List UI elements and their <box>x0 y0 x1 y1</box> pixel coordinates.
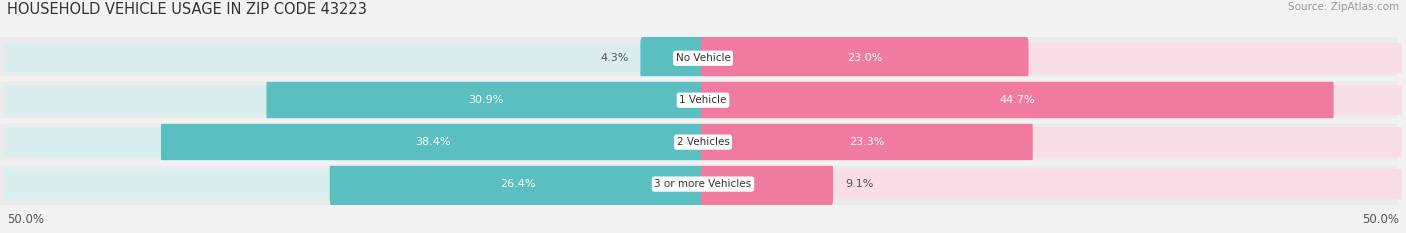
Text: 1 Vehicle: 1 Vehicle <box>679 95 727 105</box>
FancyBboxPatch shape <box>267 79 706 122</box>
FancyBboxPatch shape <box>703 169 1402 199</box>
FancyBboxPatch shape <box>703 85 1402 115</box>
Text: 23.0%: 23.0% <box>846 53 883 63</box>
Text: No Vehicle: No Vehicle <box>675 53 731 63</box>
Text: 23.3%: 23.3% <box>849 137 884 147</box>
Text: HOUSEHOLD VEHICLE USAGE IN ZIP CODE 43223: HOUSEHOLD VEHICLE USAGE IN ZIP CODE 4322… <box>7 2 367 17</box>
Text: 4.3%: 4.3% <box>600 53 628 63</box>
Text: 9.1%: 9.1% <box>845 179 873 189</box>
FancyBboxPatch shape <box>700 163 832 206</box>
FancyBboxPatch shape <box>700 79 1333 122</box>
FancyBboxPatch shape <box>0 29 1398 88</box>
Text: 38.4%: 38.4% <box>415 137 451 147</box>
Text: 3 or more Vehicles: 3 or more Vehicles <box>654 179 752 189</box>
FancyBboxPatch shape <box>160 121 704 164</box>
Text: 2 Vehicles: 2 Vehicles <box>676 137 730 147</box>
FancyBboxPatch shape <box>0 155 1398 213</box>
Text: 44.7%: 44.7% <box>1000 95 1035 105</box>
FancyBboxPatch shape <box>641 37 706 80</box>
FancyBboxPatch shape <box>330 163 706 206</box>
FancyBboxPatch shape <box>700 37 1029 80</box>
Text: Source: ZipAtlas.com: Source: ZipAtlas.com <box>1288 2 1399 12</box>
FancyBboxPatch shape <box>700 121 1033 164</box>
FancyBboxPatch shape <box>703 127 1402 157</box>
FancyBboxPatch shape <box>703 43 1402 73</box>
FancyBboxPatch shape <box>4 43 703 73</box>
Text: 50.0%: 50.0% <box>7 212 44 226</box>
FancyBboxPatch shape <box>4 127 703 157</box>
Text: 30.9%: 30.9% <box>468 95 503 105</box>
FancyBboxPatch shape <box>0 71 1398 130</box>
Text: 50.0%: 50.0% <box>1362 212 1399 226</box>
Text: 26.4%: 26.4% <box>499 179 536 189</box>
FancyBboxPatch shape <box>4 169 703 199</box>
FancyBboxPatch shape <box>4 85 703 115</box>
FancyBboxPatch shape <box>0 113 1398 171</box>
